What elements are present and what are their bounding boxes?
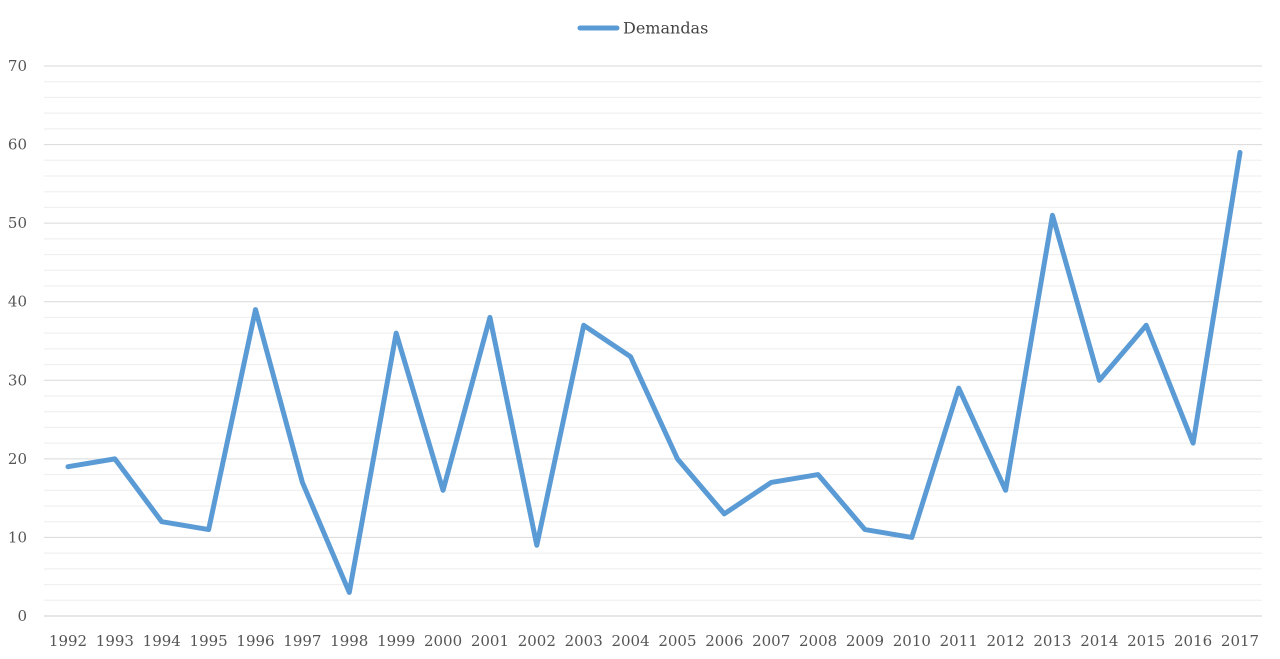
data-point [534,543,539,548]
data-point [487,315,492,320]
data-point [628,354,633,359]
data-point [1191,441,1196,446]
x-tick-label: 2013 [1033,632,1071,650]
y-tick-label: 10 [8,528,27,546]
x-tick-label: 2017 [1221,632,1259,650]
data-point [441,488,446,493]
data-point [909,535,914,540]
series-line-demandas [65,149,1243,595]
x-tick-label: 2002 [518,632,556,650]
x-tick-label: 1995 [190,632,228,650]
y-tick-label: 70 [8,57,27,75]
x-tick-label: 2006 [705,632,743,650]
legend: Demandas [577,19,708,38]
data-point [722,511,727,516]
data-point [769,480,774,485]
data-point [1003,488,1008,493]
data-point [159,519,164,524]
data-point [1050,213,1055,218]
y-tick-label: 50 [8,214,27,232]
data-point [1238,150,1243,155]
x-tick-label: 2011 [940,632,978,650]
minor-gridlines [44,81,1262,601]
y-tick-label: 60 [8,136,27,154]
y-tick-label: 0 [17,607,27,625]
data-point [816,472,821,477]
x-tick-label: 2015 [1127,632,1165,650]
y-tick-label: 40 [8,293,27,311]
data-point [1097,378,1102,383]
data-point [112,456,117,461]
data-point [394,331,399,336]
x-tick-label: 2009 [846,632,884,650]
x-tick-label: 1992 [49,632,87,650]
y-axis: 0 10 20 30 40 50 60 70 [8,57,27,625]
x-tick-label: 2012 [987,632,1025,650]
x-tick-label: 2000 [424,632,462,650]
data-point [1144,323,1149,328]
x-tick-label: 1998 [330,632,368,650]
x-tick-label: 1999 [377,632,415,650]
y-tick-label: 30 [8,371,27,389]
x-tick-label: 2005 [658,632,696,650]
x-tick-label: 2003 [565,632,603,650]
x-tick-label: 2016 [1174,632,1212,650]
x-tick-label: 2008 [799,632,837,650]
series-layer [65,149,1243,595]
data-point [956,386,961,391]
legend-label-demandas: Demandas [623,19,708,38]
x-tick-label: 1997 [283,632,321,650]
data-point [300,480,305,485]
x-tick-label: 2004 [611,632,649,650]
x-tick-label: 2014 [1080,632,1118,650]
data-point [66,464,71,469]
data-point [862,527,867,532]
data-point [675,456,680,461]
x-tick-label: 1994 [143,632,181,650]
data-point [206,527,211,532]
y-tick-label: 20 [8,450,27,468]
data-point [581,323,586,328]
x-axis: 1992 1993 1994 1995 1996 1997 1998 1999 2000 2001… [49,632,1259,650]
major-gridlines [44,65,1262,617]
x-tick-label: 2007 [752,632,790,650]
data-point [347,590,352,595]
data-point [253,307,258,312]
x-tick-label: 2001 [471,632,509,650]
x-tick-label: 1996 [236,632,274,650]
x-tick-label: 2010 [893,632,931,650]
x-tick-label: 1993 [96,632,134,650]
